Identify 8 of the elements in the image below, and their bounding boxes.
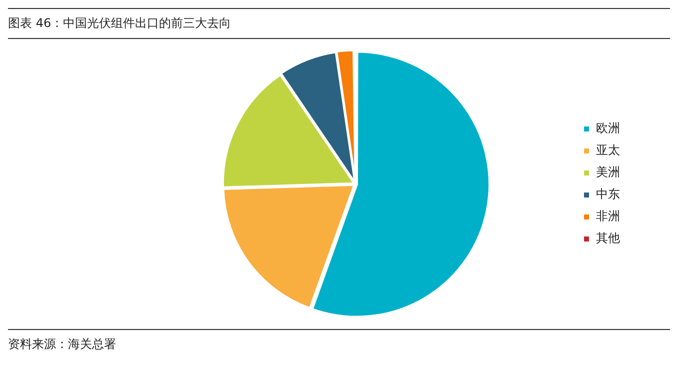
text: 资料来源：海关总署 [8, 336, 117, 353]
legend-label: 非洲 [596, 209, 620, 224]
legend-label: 欧洲 [596, 121, 620, 136]
legend-label: 亚太 [596, 143, 620, 158]
legend-label: 中东 [596, 187, 620, 202]
text: 图表 46：中国光伏组件出口的前三大去向 [8, 8, 670, 39]
legend-label: 美洲 [596, 165, 620, 180]
legend-label: 其他 [596, 231, 620, 246]
